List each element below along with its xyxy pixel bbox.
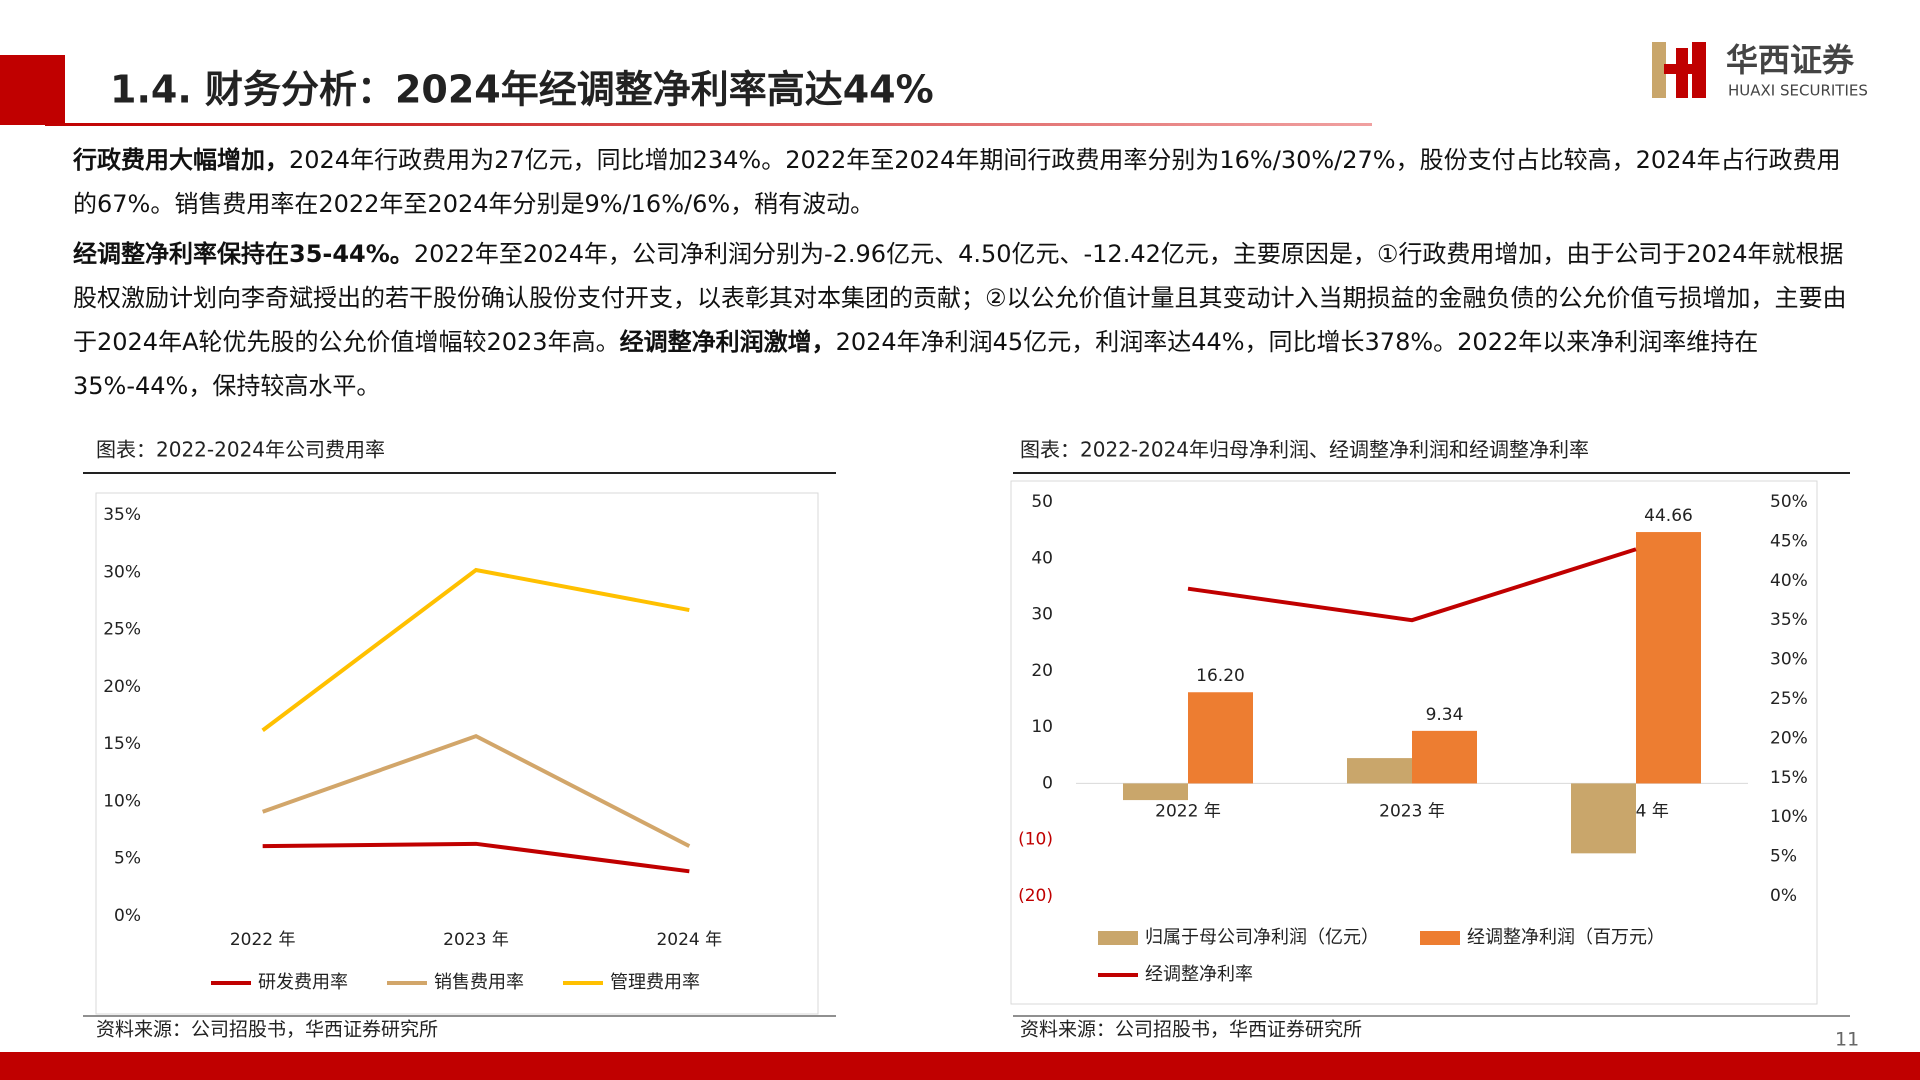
bar [1188,692,1253,784]
logo-text: 华西证券 [1726,41,1855,79]
y2-tick-label: 10% [1770,807,1808,827]
header-block [0,55,65,125]
bar [1347,758,1412,784]
y2-tick-label: 0% [1770,886,1797,906]
value-label: 9.34 [1426,705,1464,725]
x-tick-label: 2022 年 [1155,801,1221,821]
y-tick-label: 30% [103,562,141,582]
chart-source: 资料来源：公司招股书，华西证券研究所 [96,1019,438,1041]
bar [1571,783,1636,854]
footer-bar [0,1052,1920,1080]
legend-label: 归属于母公司净利润（亿元） [1145,927,1379,948]
logo-subtext: HUAXI SECURITIES [1728,82,1868,100]
text-run: 2024年行政费用为27亿元，同比增加234%。2022年至2024年期间行政费… [73,146,1841,218]
body-text: 行政费用大幅增加，2024年行政费用为27亿元，同比增加234%。2022年至2… [73,138,1863,414]
line-series [1187,547,1637,623]
header-rule [45,123,1372,126]
bar [1123,783,1188,801]
y-tick-label: 0% [114,906,141,926]
y-tick-label: 50 [1031,492,1053,512]
line-series [262,841,690,874]
bold-text: 经调整净利润激增， [619,328,836,356]
y-tick-label: 40 [1031,548,1053,568]
text-run: 2024年净利润45亿元，利润率达44%，同比增长378%。2022年以来净利润… [73,328,1759,400]
y-tick-label: 30 [1031,605,1053,625]
y-tick-label: (20) [1018,886,1053,906]
y2-tick-label: 5% [1770,847,1797,867]
y2-tick-label: 20% [1770,728,1808,748]
y2-tick-label: 30% [1770,650,1808,670]
page-title: 1.4. 财务分析：2024年经调整净利率高达44% [110,68,934,112]
y-tick-label: 10% [103,791,141,811]
y2-tick-label: 35% [1770,610,1808,630]
chart-caption: 图表：2022-2024年公司费用率 [96,438,385,462]
legend-swatch [1420,931,1460,945]
chart-caption: 图表：2022-2024年归母净利润、经调整净利润和经调整净利率 [1020,438,1589,462]
line-series [261,567,690,732]
page-number: 11 [1835,1029,1859,1051]
y-tick-label: 15% [103,734,141,754]
chart-frame [95,492,819,1015]
legend-label: 经调整净利率 [1145,964,1253,985]
logo-mark [1652,42,1706,98]
y-tick-label: 5% [114,849,141,869]
line-series [261,733,691,848]
x-tick-label: 2023 年 [1379,801,1445,821]
legend-label: 经调整净利润（百万元） [1467,927,1665,948]
bold-text: 经调整净利率保持在35-44%。 [73,240,414,268]
y2-tick-label: 40% [1770,571,1808,591]
bold-text: 行政费用大幅增加， [73,146,289,174]
bar [1636,532,1701,784]
bar [1412,730,1477,784]
value-label: 16.20 [1196,666,1245,686]
chart-frame [1010,480,1818,1005]
y-tick-label: 20 [1031,661,1053,681]
x-tick-label: 2023 年 [443,930,509,950]
y-tick-label: 25% [103,620,141,640]
y-tick-label: 20% [103,677,141,697]
y-tick-label: 35% [103,505,141,525]
y2-tick-label: 50% [1770,492,1808,512]
y2-tick-label: 15% [1770,768,1808,788]
legend-label: 研发费用率 [258,972,348,993]
y-tick-label: 10 [1031,717,1053,737]
x-tick-label: 2022 年 [230,930,296,950]
y2-tick-label: 45% [1770,531,1808,551]
legend-label: 销售费用率 [434,972,524,993]
paragraph: 经调整净利率保持在35-44%。2022年至2024年，公司净利润分别为-2.9… [73,232,1863,408]
text-run: 2022年至2024年，公司净利润分别为-2.96亿元、4.50亿元、-12.4… [73,240,1847,356]
y-tick-label: (10) [1018,830,1053,850]
legend-label: 管理费用率 [610,972,700,993]
chart-source: 资料来源：公司招股书，华西证券研究所 [1020,1019,1362,1041]
y2-tick-label: 25% [1770,689,1808,709]
value-label: 44.66 [1644,506,1693,526]
legend-swatch [1098,931,1138,945]
y-tick-label: 0 [1042,773,1053,793]
paragraph: 行政费用大幅增加，2024年行政费用为27亿元，同比增加234%。2022年至2… [73,138,1863,226]
x-tick-label: 2024 年 [656,930,722,950]
